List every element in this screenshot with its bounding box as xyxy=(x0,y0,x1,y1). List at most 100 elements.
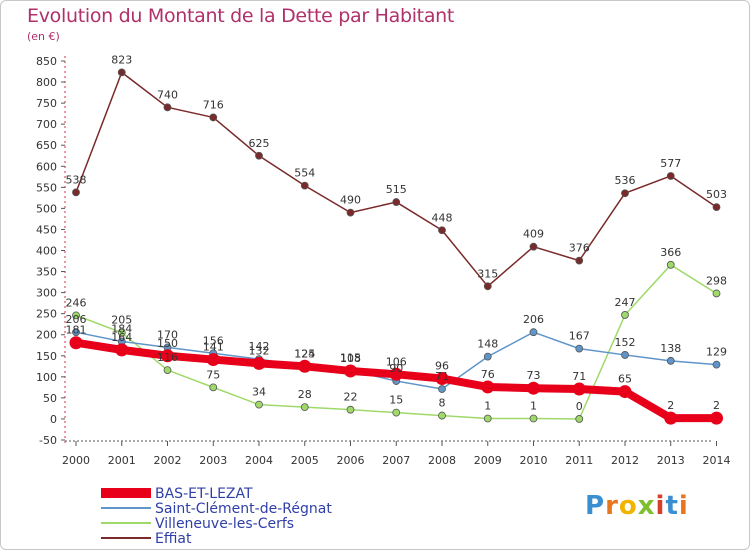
data-point-effiat xyxy=(346,208,355,217)
data-point-villeneuve-les-cerfs xyxy=(575,415,584,423)
data-point-bas-et-lezat xyxy=(298,359,312,373)
data-label-effiat: 503 xyxy=(706,188,727,201)
data-point-effiat xyxy=(209,113,218,122)
data-point-saint-clement-de-regnat xyxy=(483,352,492,361)
legend-label-effiat: Effiat xyxy=(155,531,192,547)
x-tick-label: 2012 xyxy=(611,454,639,467)
data-point-effiat xyxy=(529,242,538,251)
data-point-villeneuve-les-cerfs xyxy=(392,408,401,417)
data-point-saint-clement-de-regnat xyxy=(575,344,584,353)
y-tick-label: 700 xyxy=(36,118,57,131)
data-point-bas-et-lezat xyxy=(344,364,357,378)
x-tick-label: 2008 xyxy=(428,454,456,467)
data-label-bas-et-lezat: 76 xyxy=(481,368,495,381)
data-label-villeneuve-les-cerfs: 34 xyxy=(252,386,266,399)
data-point-effiat xyxy=(255,151,263,160)
data-point-bas-et-lezat xyxy=(69,336,83,350)
data-label-bas-et-lezat: 96 xyxy=(435,360,449,373)
x-tick-label: 2009 xyxy=(474,454,502,467)
chart-title: Evolution du Montant de la Dette par Hab… xyxy=(27,5,455,27)
data-label-villeneuve-les-cerfs: 298 xyxy=(706,274,727,287)
data-label-effiat: 448 xyxy=(432,211,453,224)
x-tick-label: 2001 xyxy=(108,454,136,467)
logo-letter: i xyxy=(678,491,689,521)
y-tick-label: 450 xyxy=(36,223,57,236)
x-tick-label: 2011 xyxy=(565,454,593,467)
x-tick-label: 2006 xyxy=(337,454,365,467)
data-point-villeneuve-les-cerfs xyxy=(621,311,629,319)
data-label-saint-clement-de-regnat: 152 xyxy=(615,336,636,349)
data-label-villeneuve-les-cerfs: 1 xyxy=(484,400,491,413)
data-label-effiat: 625 xyxy=(249,137,270,150)
data-point-bas-et-lezat xyxy=(664,411,678,425)
y-tick-label: 0 xyxy=(50,413,57,426)
data-point-villeneuve-les-cerfs xyxy=(163,366,172,374)
data-label-villeneuve-les-cerfs: 22 xyxy=(344,391,358,404)
data-point-saint-clement-de-regnat xyxy=(621,351,629,359)
data-point-villeneuve-les-cerfs xyxy=(438,411,446,420)
data-label-effiat: 515 xyxy=(386,183,407,196)
data-label-effiat: 490 xyxy=(340,194,361,207)
data-label-saint-clement-de-regnat: 148 xyxy=(477,338,498,351)
data-point-bas-et-lezat xyxy=(481,380,495,394)
data-point-saint-clement-de-regnat xyxy=(666,356,675,365)
logo-letter: t xyxy=(665,491,679,521)
data-label-saint-clement-de-regnat: 167 xyxy=(569,330,590,343)
data-label-villeneuve-les-cerfs: 116 xyxy=(157,351,178,364)
data-label-effiat: 740 xyxy=(157,88,178,101)
y-tick-label: 600 xyxy=(36,160,57,173)
data-point-bas-et-lezat xyxy=(435,372,449,386)
data-point-effiat xyxy=(72,188,80,197)
data-label-saint-clement-de-regnat: 71 xyxy=(435,370,449,383)
data-point-villeneuve-les-cerfs xyxy=(666,260,675,269)
data-point-effiat xyxy=(483,282,492,291)
y-tick-label: 250 xyxy=(36,308,57,321)
legend-label-saint-clement-de-regnat: Saint-Clément-de-Régnat xyxy=(155,501,332,517)
data-label-saint-clement-de-regnat: 129 xyxy=(706,346,727,359)
data-label-effiat: 315 xyxy=(477,267,498,280)
legend-label-villeneuve-les-cerfs: Villeneuve-les-Cerfs xyxy=(155,516,294,532)
data-label-effiat: 376 xyxy=(569,242,590,255)
x-tick-label: 2005 xyxy=(291,454,319,467)
y-tick-label: 800 xyxy=(36,76,57,89)
data-point-effiat xyxy=(575,256,584,265)
y-tick-label: 50 xyxy=(43,392,57,405)
data-point-saint-clement-de-regnat xyxy=(438,385,446,393)
data-point-bas-et-lezat xyxy=(389,367,403,381)
data-label-saint-clement-de-regnat: 184 xyxy=(111,322,132,335)
data-label-effiat: 538 xyxy=(66,173,87,186)
data-point-villeneuve-les-cerfs xyxy=(346,405,355,414)
x-tick-label: 2013 xyxy=(657,454,685,467)
y-tick-label: 200 xyxy=(36,329,57,342)
data-label-villeneuve-les-cerfs: 8 xyxy=(439,397,446,410)
y-tick-label: 500 xyxy=(36,202,57,215)
logo-letter: i xyxy=(655,491,666,521)
data-label-bas-et-lezat: 141 xyxy=(203,341,224,354)
data-point-villeneuve-les-cerfs xyxy=(300,403,309,412)
data-point-bas-et-lezat xyxy=(206,353,220,367)
data-point-villeneuve-les-cerfs xyxy=(529,414,538,423)
data-label-bas-et-lezat: 65 xyxy=(618,373,632,386)
data-label-saint-clement-de-regnat: 125 xyxy=(294,347,315,360)
data-label-bas-et-lezat: 164 xyxy=(111,331,132,344)
data-label-saint-clement-de-regnat: 90 xyxy=(389,362,403,375)
data-point-bas-et-lezat xyxy=(572,382,586,396)
x-tick-label: 2003 xyxy=(199,454,227,467)
x-tick-label: 2014 xyxy=(703,454,731,467)
data-label-effiat: 536 xyxy=(615,174,636,187)
y-tick-label: -50 xyxy=(39,434,57,447)
data-label-effiat: 409 xyxy=(523,228,544,241)
data-point-bas-et-lezat xyxy=(115,343,129,357)
data-point-effiat xyxy=(300,181,309,190)
x-tick-label: 2004 xyxy=(245,454,273,467)
y-tick-label: 100 xyxy=(36,371,57,384)
data-point-bas-et-lezat xyxy=(710,411,723,425)
data-point-effiat xyxy=(712,203,721,212)
data-label-bas-et-lezat: 2 xyxy=(667,399,674,412)
data-label-effiat: 823 xyxy=(111,53,132,66)
data-point-saint-clement-de-regnat xyxy=(529,328,538,337)
data-label-bas-et-lezat: 124 xyxy=(294,347,315,360)
y-tick-label: 350 xyxy=(36,266,57,279)
